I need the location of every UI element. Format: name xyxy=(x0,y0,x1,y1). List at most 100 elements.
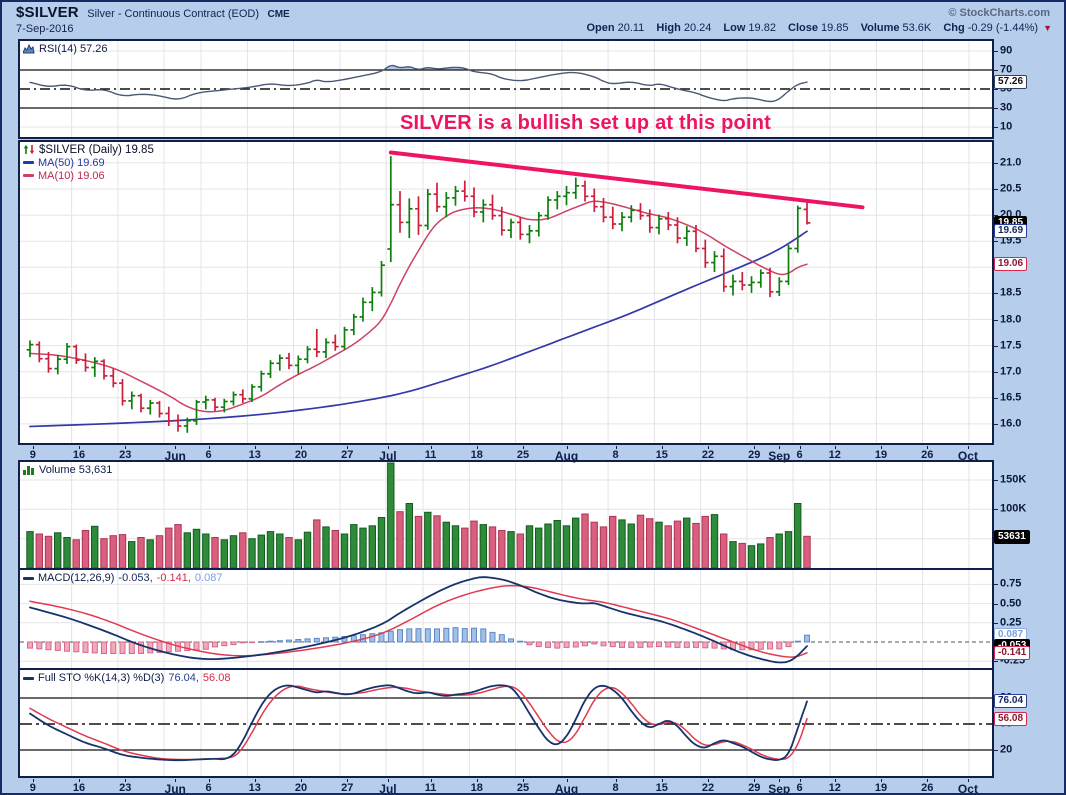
y-axis-tick xyxy=(994,750,998,751)
ma10-dash-icon xyxy=(23,174,34,177)
date-tick xyxy=(523,779,525,782)
y-axis-tick xyxy=(994,51,998,52)
close-value: 19.85 xyxy=(820,22,849,34)
macd-line-icon xyxy=(23,576,34,580)
y-axis-label: 21.0 xyxy=(1000,156,1022,169)
date-tick xyxy=(881,779,882,782)
date-label: 12 xyxy=(828,449,841,461)
exchange-label: CME xyxy=(267,9,290,20)
volume-bars-icon xyxy=(23,466,34,475)
date-label: Jul xyxy=(379,782,397,795)
macd-chart xyxy=(20,570,992,668)
date-label: 19 xyxy=(874,782,888,794)
rsi-legend-label: RSI(14) 57.26 xyxy=(39,43,108,55)
price-chart xyxy=(20,142,992,443)
date-tick xyxy=(708,446,710,449)
y-axis-label: 19.5 xyxy=(1000,234,1022,247)
date-label: 11 xyxy=(424,782,437,794)
y-axis-tick xyxy=(994,70,998,71)
y-axis-tick xyxy=(994,661,998,663)
volume-legend: Volume 53,631 xyxy=(23,464,112,476)
trendline xyxy=(388,150,865,210)
y-axis-tick xyxy=(994,267,998,269)
date-label: 23 xyxy=(119,449,132,461)
y-axis-tick xyxy=(994,189,998,190)
macd-hist-value: 0.087 xyxy=(194,572,223,584)
y-axis-tick xyxy=(994,345,998,347)
date-label: Aug xyxy=(554,782,579,795)
date-label: 18 xyxy=(470,782,483,794)
macd-signal-value: -0.141, xyxy=(156,572,191,584)
y-axis-tick xyxy=(994,603,998,605)
quote-strip: Open 20.11 High 20.24 Low 19.82 Close 19.85 … xyxy=(577,22,1052,34)
date-tick xyxy=(799,446,801,449)
date-tick xyxy=(566,779,568,782)
sto-d-badge: 56.08 xyxy=(994,711,1028,726)
y-axis-tick xyxy=(994,584,998,586)
date-tick xyxy=(523,446,525,449)
volume-panel xyxy=(18,460,994,570)
macd-signal-badge: -0.141 xyxy=(994,645,1031,660)
macd-legend-label: MACD(12,26,9) xyxy=(38,572,115,584)
sto-legend: Full STO %K(14,3) %D(3) 76.04, 56.08 xyxy=(23,672,230,684)
volume-legend-label: Volume 53,631 xyxy=(39,464,113,476)
date-label: 6 xyxy=(205,782,212,794)
high-label: High xyxy=(656,22,681,34)
date-tick xyxy=(967,446,969,449)
y-axis-tick xyxy=(994,293,998,295)
date-tick xyxy=(566,446,568,449)
y-axis-tick xyxy=(994,108,998,109)
date-tick xyxy=(927,446,929,449)
stochastics-panel xyxy=(18,668,994,778)
date-tick xyxy=(347,779,349,782)
chg-down-arrow-icon: ▼ xyxy=(1043,23,1052,33)
date-tick xyxy=(125,446,127,449)
date-axis-bottom: 9 16 23 Jun 6 13 20 27 Jul 11 18 25 Aug 8 15 22 29 Sep 6 12… xyxy=(2,779,1064,795)
date-label: 27 xyxy=(341,782,354,794)
date-tick xyxy=(661,446,663,449)
rsi-panel xyxy=(18,39,994,139)
y-axis-label: 10 xyxy=(1000,120,1013,133)
volume-chart xyxy=(20,462,992,568)
date-tick xyxy=(387,446,389,449)
y-axis-label: 18.5 xyxy=(1000,286,1022,299)
y-axis-label: 18.0 xyxy=(1000,313,1022,325)
date-tick xyxy=(779,779,781,782)
y-axis-label: 19.0 xyxy=(1000,260,1022,273)
chart-title: Silver - Continuous Contract (EOD) xyxy=(87,8,260,20)
date-tick xyxy=(254,779,256,782)
y-axis-label: 20.0 xyxy=(1000,208,1022,221)
date-tick xyxy=(754,779,756,782)
y-axis-label: 0.25 xyxy=(1000,616,1022,629)
date-tick xyxy=(208,446,210,449)
date-tick xyxy=(175,446,177,449)
date-label: 8 xyxy=(612,449,619,461)
date-label: 9 xyxy=(29,449,36,461)
date-label: 18 xyxy=(470,449,483,461)
date-tick xyxy=(79,779,81,782)
y-axis-tick xyxy=(994,89,998,90)
y-axis-tick xyxy=(994,371,998,373)
date-label: Oct xyxy=(957,782,978,795)
price-panel xyxy=(18,140,994,445)
y-axis-tick xyxy=(994,697,998,699)
date-tick xyxy=(301,779,303,782)
y-axis-tick xyxy=(994,724,998,725)
y-axis-label: 16.0 xyxy=(1000,417,1022,430)
copyright-link[interactable]: © StockCharts.com xyxy=(948,7,1050,19)
y-axis-tick xyxy=(994,423,998,425)
y-axis-label: 30 xyxy=(1000,101,1013,114)
y-axis-label: 0.50 xyxy=(1000,597,1022,610)
low-value: 19.82 xyxy=(748,22,776,34)
date-tick xyxy=(476,779,478,782)
date-label: 27 xyxy=(341,449,354,461)
date-label: 11 xyxy=(424,449,437,461)
chart-date: 7-Sep-2016 xyxy=(16,23,74,35)
y-axis-tick xyxy=(994,319,998,321)
date-axis-top: 9 16 23 Jun 6 13 20 27 Jul 11 18 25 Aug 8 15 22 29 Sep 6 12… xyxy=(2,446,1064,463)
date-tick xyxy=(967,779,969,782)
rsi-chart xyxy=(20,41,992,137)
open-label: Open xyxy=(586,22,615,34)
date-tick xyxy=(799,779,801,782)
